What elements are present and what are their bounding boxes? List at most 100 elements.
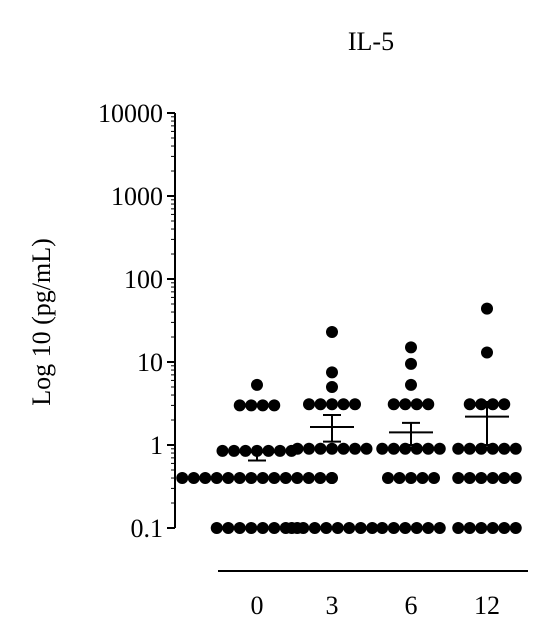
data-point bbox=[486, 472, 499, 485]
data-point bbox=[222, 472, 235, 485]
y-axis-ticks: 10000 1000 100 10 1 0.1 bbox=[98, 99, 175, 543]
data-point bbox=[337, 398, 350, 411]
data-point bbox=[291, 442, 304, 455]
data-point bbox=[428, 472, 440, 485]
data-point bbox=[376, 522, 389, 534]
data-point bbox=[302, 472, 315, 485]
data-point bbox=[399, 398, 412, 411]
data-point bbox=[268, 472, 281, 485]
data-point bbox=[452, 442, 465, 455]
data-point bbox=[433, 522, 446, 534]
data-point bbox=[285, 522, 298, 534]
data-point bbox=[387, 522, 400, 534]
data-point bbox=[433, 442, 446, 455]
data-point bbox=[314, 442, 327, 455]
data-point bbox=[268, 522, 281, 534]
data-point bbox=[410, 522, 423, 534]
data-point bbox=[337, 442, 350, 455]
data-point bbox=[410, 398, 423, 411]
data-point bbox=[326, 398, 338, 411]
data-point bbox=[509, 472, 522, 485]
y-tick-label: 1000 bbox=[111, 182, 163, 211]
data-point bbox=[343, 522, 356, 534]
data-point bbox=[498, 472, 511, 485]
data-point bbox=[256, 399, 269, 412]
data-point bbox=[463, 442, 476, 455]
data-point bbox=[498, 522, 511, 534]
y-tick-label: 1 bbox=[150, 431, 163, 460]
data-point bbox=[481, 302, 493, 315]
x-tick-label: 12 bbox=[474, 591, 500, 620]
data-point bbox=[222, 522, 235, 534]
data-point bbox=[509, 442, 522, 455]
data-point bbox=[382, 472, 394, 485]
data-point bbox=[291, 472, 304, 485]
data-point bbox=[233, 522, 246, 534]
data-point bbox=[216, 444, 229, 457]
data-point bbox=[376, 442, 389, 455]
data-point bbox=[256, 472, 269, 485]
data-point bbox=[256, 522, 269, 534]
data-point bbox=[303, 442, 315, 455]
data-point bbox=[475, 522, 488, 534]
data-point bbox=[463, 472, 476, 485]
data-point bbox=[360, 442, 373, 455]
data-point bbox=[239, 444, 252, 457]
data-point bbox=[303, 398, 315, 411]
error-bars bbox=[235, 400, 509, 462]
data-point bbox=[251, 378, 263, 391]
data-point bbox=[326, 366, 338, 379]
data-point bbox=[405, 378, 417, 391]
data-point bbox=[405, 357, 417, 370]
data-point bbox=[498, 442, 511, 455]
data-point bbox=[233, 399, 246, 412]
data-point bbox=[463, 522, 476, 534]
data-point bbox=[349, 442, 361, 455]
chart-title: IL-5 bbox=[348, 27, 394, 56]
data-point bbox=[481, 346, 493, 359]
data-point bbox=[320, 522, 333, 534]
data-point bbox=[176, 472, 189, 485]
data-point bbox=[245, 522, 258, 534]
data-point bbox=[314, 472, 327, 485]
data-point bbox=[509, 522, 522, 534]
data-point bbox=[387, 398, 400, 411]
data-point bbox=[274, 444, 286, 457]
data-point bbox=[210, 522, 223, 534]
data-point bbox=[245, 472, 258, 485]
data-point bbox=[331, 522, 344, 534]
data-point bbox=[475, 472, 488, 485]
data-point bbox=[199, 472, 212, 485]
x-tick-label: 0 bbox=[251, 591, 264, 620]
data-point bbox=[475, 398, 488, 411]
data-point bbox=[422, 398, 435, 411]
data-point bbox=[399, 522, 412, 534]
x-tick-label: 6 bbox=[405, 591, 418, 620]
data-point bbox=[405, 341, 417, 354]
data-point bbox=[187, 472, 200, 485]
data-point bbox=[349, 398, 361, 411]
data-point bbox=[233, 472, 246, 485]
data-point bbox=[486, 522, 499, 534]
data-point bbox=[354, 522, 367, 534]
x-tick-label: 3 bbox=[326, 591, 339, 620]
data-point bbox=[268, 399, 281, 412]
data-point bbox=[308, 522, 321, 534]
y-tick-label: 0.1 bbox=[131, 514, 164, 543]
data-point bbox=[314, 398, 327, 411]
data-point bbox=[422, 442, 435, 455]
y-tick-label: 10000 bbox=[98, 99, 163, 128]
data-point bbox=[422, 522, 435, 534]
y-tick-label: 10 bbox=[137, 348, 163, 377]
data-point bbox=[262, 444, 275, 457]
data-point bbox=[393, 472, 406, 485]
data-point bbox=[326, 442, 338, 455]
data-point bbox=[498, 398, 511, 411]
data-point bbox=[463, 398, 476, 411]
data-point bbox=[279, 472, 292, 485]
data-point bbox=[326, 325, 338, 338]
data-point bbox=[416, 472, 429, 485]
data-points bbox=[176, 302, 522, 534]
data-point bbox=[326, 472, 338, 485]
